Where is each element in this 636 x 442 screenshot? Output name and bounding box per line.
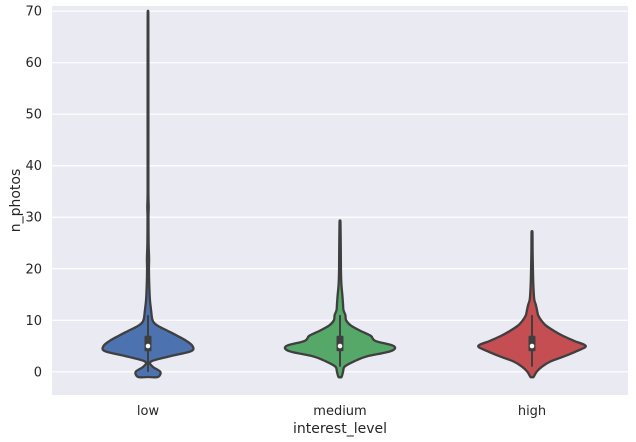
- violin-body: [101, 9, 195, 379]
- y-tick-label: 60: [25, 56, 42, 71]
- x-tick-label: medium: [313, 404, 366, 419]
- violin-median: [337, 343, 343, 349]
- violin-body: [477, 230, 587, 379]
- y-tick-label: 50: [25, 108, 42, 123]
- violin-iqr-box: [336, 335, 344, 352]
- y-tick-label: 20: [25, 262, 42, 277]
- violin-body: [283, 219, 397, 379]
- y-axis-label: n_photos: [8, 169, 24, 233]
- x-tick-labels: low medium high: [137, 404, 546, 419]
- y-tick-label: 40: [25, 159, 42, 174]
- violin-high: [477, 230, 587, 379]
- violin-median: [145, 343, 151, 349]
- x-tick-label: low: [137, 404, 160, 419]
- y-tick-label: 30: [25, 211, 42, 226]
- x-axis-label: interest_level: [293, 421, 387, 437]
- y-tick-labels: 0 10 20 30 40 50 60 70: [25, 5, 42, 381]
- y-tick-label: 0: [34, 365, 42, 380]
- y-tick-label: 10: [25, 314, 42, 329]
- violin-medium: [283, 219, 397, 379]
- x-tick-label: high: [518, 404, 546, 419]
- violin-iqr-box: [528, 335, 536, 352]
- violins: [101, 9, 587, 379]
- violin-low: [101, 9, 195, 379]
- violin-iqr-box: [144, 335, 152, 352]
- violin-median: [529, 343, 535, 349]
- y-tick-label: 70: [25, 5, 42, 20]
